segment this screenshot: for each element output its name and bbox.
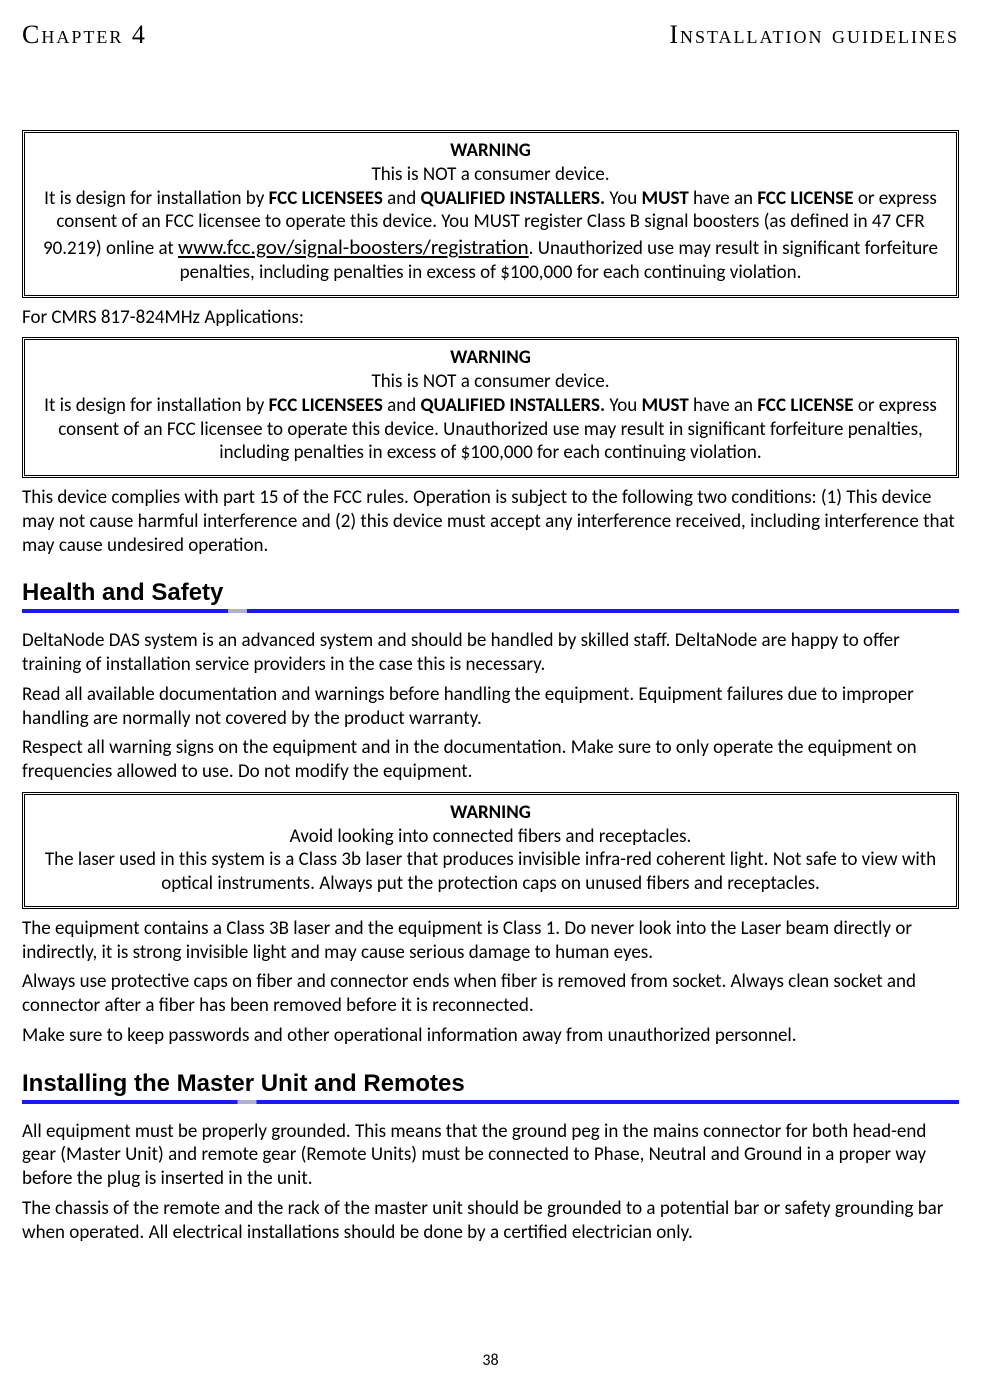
text: have an: [689, 394, 758, 417]
text: It is design for installation by: [44, 187, 268, 210]
body-paragraph: Make sure to keep passwords and other op…: [22, 1024, 959, 1048]
cmrs-note: For CMRS 817-824MHz Applications:: [22, 306, 959, 330]
fcc-registration-link[interactable]: www.fcc.gov/signal-boosters/registration: [178, 234, 529, 260]
warning-box-fcc-1: WARNING This is NOT a consumer device. I…: [22, 130, 959, 298]
body-paragraph: All equipment must be properly grounded.…: [22, 1120, 959, 1191]
section-divider: [22, 1100, 959, 1104]
warning-line: The laser used in this system is a Class…: [35, 848, 946, 896]
body-paragraph: Always use protective caps on fiber and …: [22, 970, 959, 1018]
warning-title: WARNING: [35, 801, 946, 825]
text: You: [605, 394, 641, 417]
text: and: [383, 187, 421, 210]
warning-box-laser: WARNING Avoid looking into connected fib…: [22, 792, 959, 909]
section-divider: [22, 609, 959, 613]
page-number: 38: [0, 1351, 981, 1370]
warning-line: This is NOT a consumer device.: [35, 370, 946, 394]
chapter-label: Chapter 4: [22, 20, 147, 50]
bold-text: MUST: [642, 187, 689, 210]
health-safety-heading: Health and Safety: [22, 579, 959, 607]
bold-text: MUST: [642, 394, 689, 417]
warning-line: Avoid looking into connected fibers and …: [35, 825, 946, 849]
text: You: [605, 187, 641, 210]
warning-body: It is design for installation by FCC LIC…: [35, 187, 946, 285]
text: and: [383, 394, 421, 417]
part15-compliance-text: This device complies with part 15 of the…: [22, 486, 959, 557]
body-paragraph: DeltaNode DAS system is an advanced syst…: [22, 629, 959, 677]
warning-title: WARNING: [35, 346, 946, 370]
text: have an: [689, 187, 758, 210]
bold-text: QUALIFIED INSTALLERS.: [421, 394, 606, 417]
text: It is design for installation by: [44, 394, 268, 417]
installing-heading: Installing the Master Unit and Remotes: [22, 1070, 959, 1098]
body-paragraph: Respect all warning signs on the equipme…: [22, 736, 959, 784]
warning-box-fcc-2: WARNING This is NOT a consumer device. I…: [22, 337, 959, 478]
body-paragraph: Read all available documentation and war…: [22, 683, 959, 731]
bold-text: QUALIFIED INSTALLERS.: [421, 187, 606, 210]
bold-text: FCC LICENSEES: [269, 187, 383, 210]
warning-body: It is design for installation by FCC LIC…: [35, 394, 946, 465]
bold-text: FCC LICENSEES: [269, 394, 383, 417]
chapter-title: Installation guidelines: [669, 20, 959, 50]
bold-text: FCC LICENSE: [757, 187, 853, 210]
body-paragraph: The equipment contains a Class 3B laser …: [22, 917, 959, 965]
body-paragraph: The chassis of the remote and the rack o…: [22, 1197, 959, 1245]
warning-line: This is NOT a consumer device.: [35, 163, 946, 187]
warning-title: WARNING: [35, 139, 946, 163]
page-header: Chapter 4 Installation guidelines: [22, 20, 959, 50]
bold-text: FCC LICENSE: [757, 394, 853, 417]
